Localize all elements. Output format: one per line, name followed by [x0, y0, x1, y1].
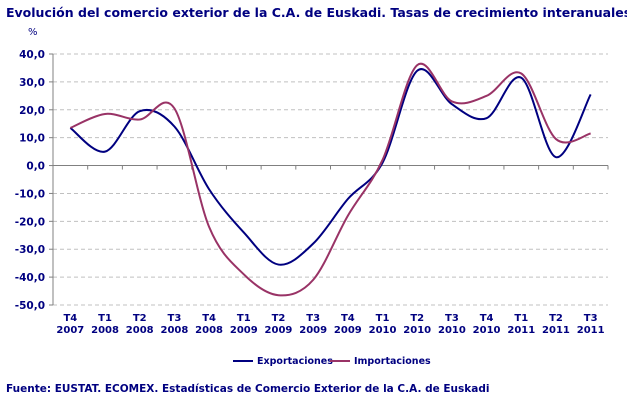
x-tick-label: T2	[133, 313, 147, 324]
x-tick-label: T3	[168, 313, 182, 324]
y-tick-label: -40,0	[15, 272, 45, 284]
x-tick-label: T3	[445, 313, 459, 324]
series-line-exportaciones	[69, 68, 592, 266]
y-tick-label: -50,0	[15, 300, 45, 312]
x-tick-label: 2010	[438, 325, 466, 336]
y-tick-label: 0,0	[26, 161, 45, 173]
x-tick-label: 2008	[160, 325, 188, 336]
y-tick-label: -20,0	[15, 216, 45, 228]
x-tick-label: 2011	[577, 325, 605, 336]
x-tick-label: T1	[514, 313, 528, 324]
x-tick-label: T4	[63, 313, 77, 324]
x-tick-label: 2008	[91, 325, 119, 336]
x-tick-label: T2	[410, 313, 424, 324]
x-tick-label: T4	[202, 313, 216, 324]
x-tick-label: T2	[549, 313, 563, 324]
chart-title: Evolución del comercio exterior de la C.…	[6, 5, 627, 20]
legend-label: Importaciones	[354, 356, 431, 367]
x-tick-label: 2008	[195, 325, 223, 336]
y-axis-unit: %	[28, 27, 38, 38]
x-tick-label: 2007	[56, 325, 84, 336]
x-tick-label: T2	[272, 313, 286, 324]
x-tick-label: 2011	[507, 325, 535, 336]
y-tick-label: -30,0	[15, 244, 45, 256]
legend-label: Exportaciones	[257, 356, 333, 367]
x-tick-label: 2010	[403, 325, 431, 336]
x-tick-label: T4	[341, 313, 355, 324]
x-tick-label: T3	[306, 313, 320, 324]
x-tick-label: 2009	[299, 325, 327, 336]
y-tick-label: 20,0	[19, 105, 45, 117]
x-tick-label: 2008	[126, 325, 154, 336]
x-tick-label: 2009	[230, 325, 258, 336]
x-tick-label: T1	[237, 313, 251, 324]
x-tick-label: T1	[376, 313, 390, 324]
y-tick-label: 30,0	[19, 77, 45, 89]
x-tick-label: 2009	[334, 325, 362, 336]
x-tick-label: 2010	[369, 325, 397, 336]
y-tick-label: 10,0	[19, 133, 45, 145]
x-tick-label: T4	[480, 313, 494, 324]
x-tick-label: T1	[98, 313, 112, 324]
y-tick-label: -10,0	[15, 188, 45, 200]
source-footer: Fuente: EUSTAT. ECOMEX. Estadísticas de …	[6, 383, 490, 395]
x-tick-label: 2011	[542, 325, 570, 336]
x-tick-label: T3	[584, 313, 598, 324]
series-line-importaciones	[69, 62, 591, 297]
x-tick-label: 2009	[265, 325, 293, 336]
x-tick-label: 2010	[473, 325, 501, 336]
y-tick-label: 40,0	[19, 49, 45, 61]
